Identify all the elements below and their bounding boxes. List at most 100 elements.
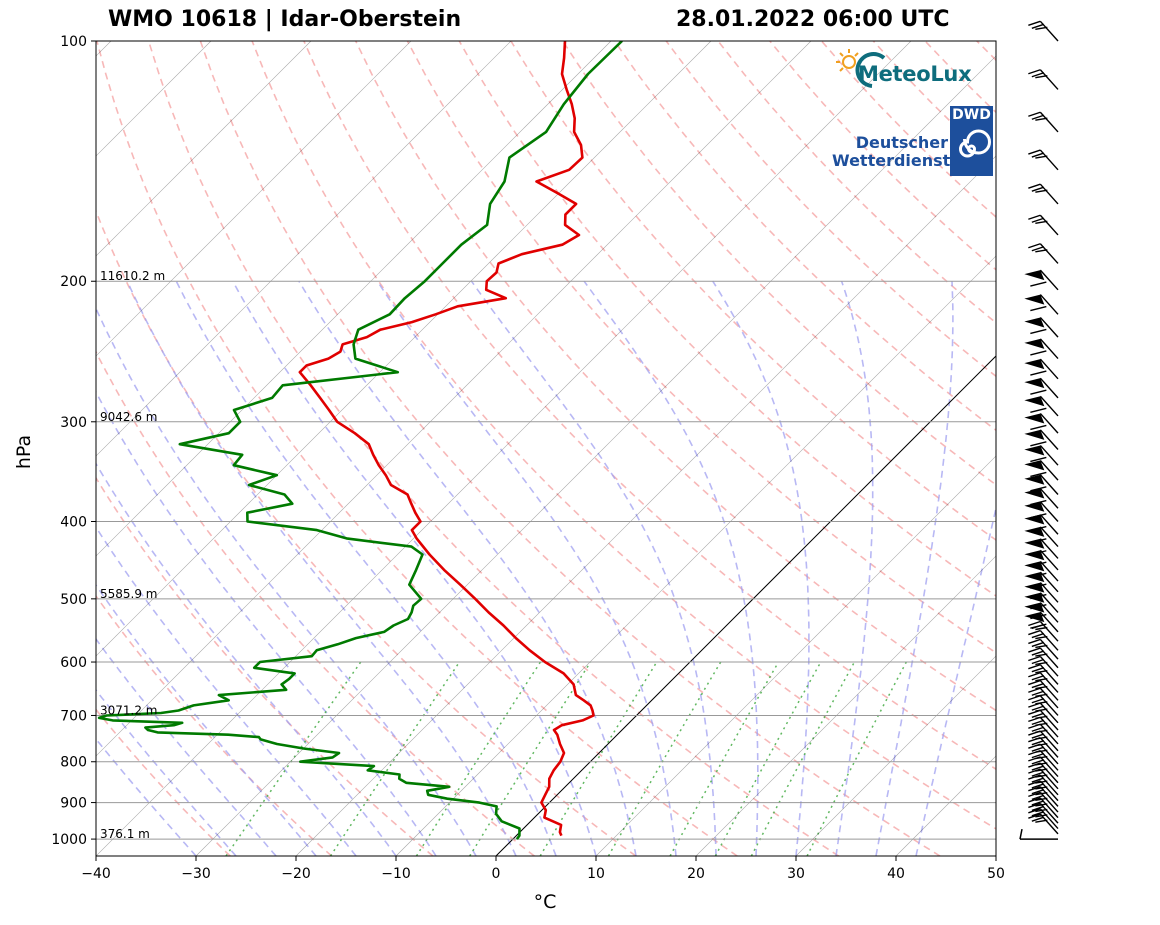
wind-barb-feather [1035,670,1048,674]
wind-barb-feather [1028,243,1041,249]
dewpoint-profile [97,41,623,840]
x-tick-label: 30 [787,866,805,882]
x-tick-label: 0 [492,866,501,882]
wind-barb-pennant [1024,359,1045,370]
moist-adiabat [875,281,954,856]
wind-barb-feather [1031,650,1045,656]
wind-barb-feather [1031,719,1045,726]
wind-barb-feather [1031,794,1045,801]
wind-barb-feather [1030,441,1047,447]
wind-barb [1024,501,1059,522]
wind-barb [1028,808,1059,829]
wind-barb-feather [1035,249,1048,253]
wind-barb-feather [1031,217,1045,223]
wind-barb-feather [1031,658,1045,665]
dry-adiabat [354,41,996,712]
isotherm [96,41,612,557]
mixing-ratio-line [669,661,780,856]
moist-adiabat [126,280,517,856]
wind-barb-feather [1030,486,1047,492]
wind-barb [1024,294,1059,315]
moist-adiabat [583,280,759,856]
mixing-ratio-line [225,661,362,856]
wind-barb-staff [1039,377,1059,399]
wind-barb-feather [1031,726,1045,732]
wind-barb-feather [1031,789,1045,795]
wind-barb-staff [1039,501,1059,522]
wind-barb-staff [1039,582,1059,603]
wind-barb [1028,768,1059,790]
wind-barb-feather [1035,803,1048,807]
wind-barb-feather [1031,114,1045,120]
wind-barb-pennant [1024,294,1045,305]
mixing-ratio-line [806,661,907,856]
wind-barb-pennant [1024,396,1045,407]
moist-adiabat [175,280,557,856]
moist-adiabat [96,462,397,856]
wind-barb-feather [1035,774,1048,778]
wind-barb-feather [1035,729,1048,733]
wind-barb [1024,488,1059,509]
wind-barb-feather [1028,664,1041,670]
wind-barb [1028,702,1059,724]
wind-barb-feather [1031,632,1045,639]
wind-barb [1028,695,1059,716]
wind-barb-feather [1028,647,1041,653]
x-tick-label: −10 [381,866,411,882]
wind-barb [1024,459,1059,481]
dwd-logo-text: Deutscher Wetterdienst [832,134,950,170]
wind-barb [1028,629,1059,651]
zero-isotherm [495,355,996,856]
wind-barb-feather [1035,693,1048,697]
wind-barb-feather [1030,350,1047,356]
wind-barb-pennant [1024,338,1045,349]
wind-barb-feather [1035,722,1048,727]
chart-title-datetime: 28.01.2022 06:00 UTC [676,7,950,32]
wind-barb-feather [1035,678,1048,682]
wind-barb [1028,802,1059,824]
moist-adiabat [232,280,597,856]
dry-adiabat [406,41,996,654]
isotherm [395,255,996,856]
moist-adiabat [712,280,810,856]
wind-barb-staff [1039,294,1059,315]
wind-barb-staff [1039,474,1059,495]
wind-barb-feather [1031,675,1045,681]
sun-icon [836,49,859,72]
height-label: 376.1 m [100,827,150,841]
wind-barb-feather [1035,768,1048,772]
wind-barb-feather [1030,593,1047,600]
wind-barb-staff [1039,514,1059,535]
wind-barb-feather [1035,635,1048,640]
wind-barb-feather [1030,370,1047,376]
x-tick-label: 10 [587,866,605,882]
wind-barb-feather [1035,626,1048,631]
isotherm [295,155,996,856]
wind-barb [1028,780,1059,802]
wind-barb-feather [1028,629,1041,636]
wind-barb [1024,338,1059,360]
wind-barb-feather [1035,736,1048,740]
x-tick-label: 20 [687,866,705,882]
moist-adiabat [470,280,717,856]
wind-barb [1024,429,1059,450]
wind-barb-feather [1031,698,1045,704]
wind-barb-feather [1035,220,1048,224]
wind-barb-pennant [1024,413,1045,424]
wind-barb [1028,762,1059,784]
wind-barb-staff [1039,269,1059,291]
plot-frame [95,40,997,857]
wind-barb-staff [1039,429,1059,450]
wind-barb-feather [1031,746,1045,752]
axes: −40 −30 −20 −10 0 10 20 30 40 50 100 200 300 400 500 60… [51,34,1005,882]
moist-adiabat [96,688,237,856]
isotherm [795,655,996,856]
moist-adiabat [298,280,637,856]
wind-barb-feather [1028,638,1041,645]
chart-title-station: WMO 10618 | Idar-Oberstein [108,7,462,32]
wind-barb [1028,813,1059,835]
wind-barb-feather [1035,792,1048,796]
y-tick-label: 100 [60,34,87,50]
y-tick-label: 900 [60,796,87,812]
